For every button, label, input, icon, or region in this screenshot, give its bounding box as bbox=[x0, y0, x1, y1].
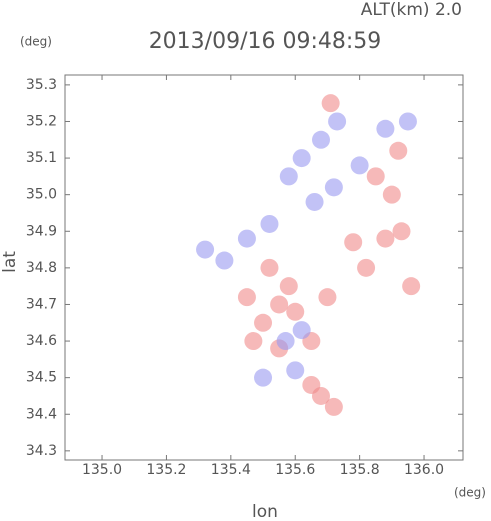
y-tick-label: 34.9 bbox=[26, 223, 57, 239]
echo-point bbox=[376, 119, 395, 138]
echo-point bbox=[382, 185, 401, 204]
x-tick-label: 135.0 bbox=[82, 462, 122, 478]
echo-point bbox=[321, 94, 340, 113]
y-tick-label: 34.4 bbox=[26, 406, 57, 422]
echo-point bbox=[350, 156, 369, 175]
echo-point bbox=[196, 240, 215, 259]
echo-point bbox=[279, 167, 298, 186]
echo-point bbox=[376, 229, 395, 248]
echo-point bbox=[324, 397, 343, 416]
echo-point bbox=[279, 277, 298, 296]
echo-point bbox=[292, 321, 311, 340]
y-tick-label: 34.8 bbox=[26, 260, 57, 276]
x-tick-label: 135.8 bbox=[340, 462, 380, 478]
echo-point bbox=[398, 112, 417, 131]
echo-point bbox=[260, 258, 279, 277]
echo-point bbox=[254, 313, 273, 332]
y-tick-label: 34.6 bbox=[26, 333, 57, 349]
echo-point bbox=[270, 295, 289, 314]
echo-point bbox=[366, 167, 385, 186]
y-axis-label: lat bbox=[0, 251, 20, 273]
y-unit: (deg) bbox=[20, 35, 52, 49]
echo-point bbox=[286, 361, 305, 380]
echo-point bbox=[276, 332, 295, 351]
y-tick-label: 34.5 bbox=[26, 370, 57, 386]
y-tick-label: 35.3 bbox=[26, 77, 57, 93]
x-axis-label: lon bbox=[252, 502, 278, 521]
echo-point bbox=[260, 214, 279, 233]
x-tick-label: 135.6 bbox=[275, 462, 315, 478]
echo-point bbox=[402, 277, 421, 296]
echo-point bbox=[286, 302, 305, 321]
y-tick-label: 34.7 bbox=[26, 296, 57, 312]
echo-point bbox=[389, 141, 408, 160]
y-tick-label: 34.3 bbox=[26, 443, 57, 459]
echo-point bbox=[311, 130, 330, 149]
echo-point bbox=[318, 288, 337, 307]
echo-point bbox=[324, 178, 343, 197]
echo-point bbox=[244, 332, 263, 351]
x-tick-label: 135.4 bbox=[211, 462, 251, 478]
y-tick-label: 35.2 bbox=[26, 113, 57, 129]
x-tick-label: 136.0 bbox=[404, 462, 444, 478]
echo-point bbox=[292, 149, 311, 168]
x-unit: (deg) bbox=[454, 486, 486, 500]
echo-point bbox=[215, 251, 234, 270]
subtitle: ALT(km) 2.0 bbox=[361, 0, 462, 20]
chart-title: 2013/09/16 09:48:59 bbox=[149, 29, 382, 54]
y-tick-label: 35.1 bbox=[26, 150, 57, 166]
echo-point bbox=[302, 375, 321, 394]
echo-point bbox=[357, 258, 376, 277]
echo-point bbox=[392, 222, 411, 241]
echo-point bbox=[344, 233, 363, 252]
echo-point bbox=[328, 112, 347, 131]
x-tick-label: 135.2 bbox=[146, 462, 186, 478]
echo-point bbox=[237, 288, 256, 307]
echo-point bbox=[305, 192, 324, 211]
y-tick-label: 35.0 bbox=[26, 187, 57, 203]
echo-point bbox=[254, 368, 273, 387]
echo-point bbox=[237, 229, 256, 248]
